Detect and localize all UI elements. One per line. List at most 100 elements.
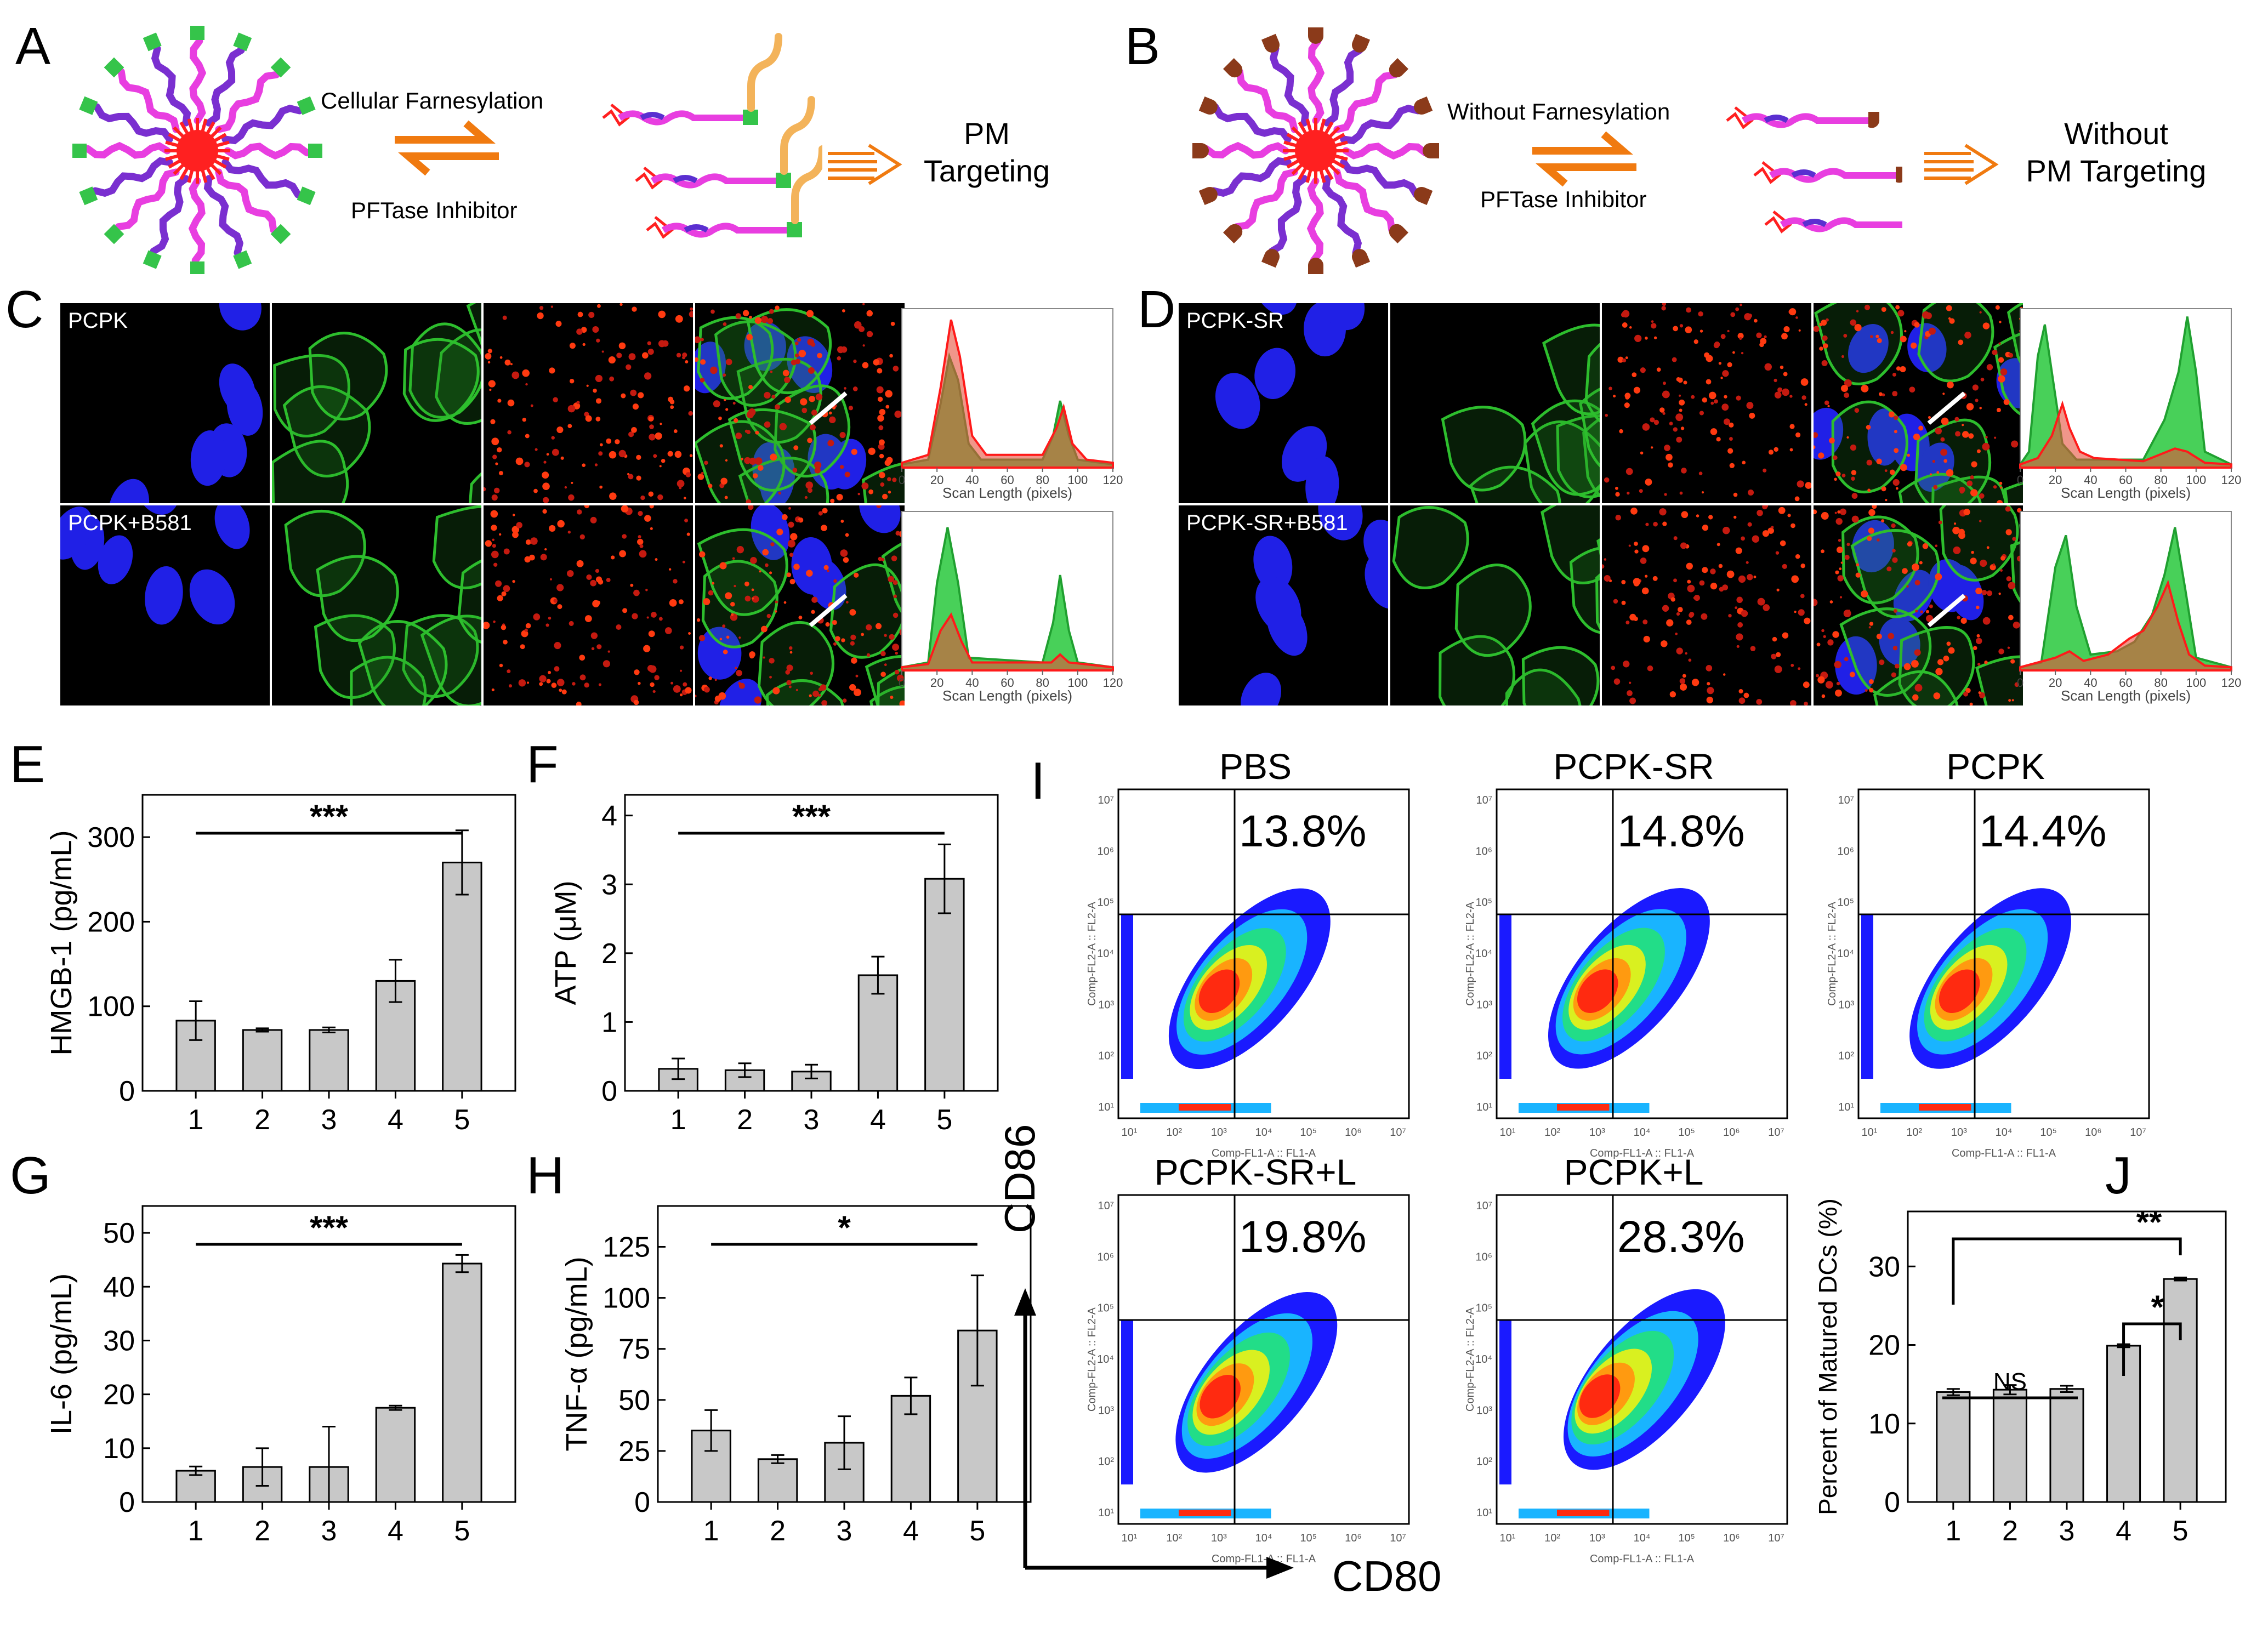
terminal-group bbox=[1308, 258, 1323, 274]
cell-membrane bbox=[357, 620, 448, 705]
red-puncta bbox=[840, 549, 848, 557]
panel-label-g: G bbox=[10, 1146, 51, 1205]
axis-event-band bbox=[1499, 914, 1511, 1079]
polymer-chain bbox=[1323, 47, 1363, 127]
red-puncta bbox=[1822, 335, 1828, 341]
red-puncta bbox=[1774, 378, 1777, 383]
red-puncta bbox=[557, 604, 562, 610]
red-puncta bbox=[754, 317, 762, 324]
red-puncta bbox=[1946, 305, 1952, 311]
terminal-group bbox=[1414, 96, 1433, 115]
red-puncta bbox=[1952, 526, 1960, 534]
flow-y-tick: 10⁷ bbox=[1098, 794, 1114, 806]
red-puncta bbox=[696, 618, 701, 622]
red-puncta bbox=[2006, 576, 2011, 582]
nucleus bbox=[1305, 456, 1339, 503]
red-puncta bbox=[1841, 474, 1846, 477]
red-puncta bbox=[1868, 679, 1874, 684]
red-puncta bbox=[1679, 678, 1686, 684]
red-puncta bbox=[1982, 322, 1990, 329]
red-puncta bbox=[1625, 468, 1633, 475]
red-puncta bbox=[576, 401, 580, 405]
red-puncta bbox=[485, 352, 492, 360]
red-puncta bbox=[1756, 332, 1762, 338]
scheme-b-result: Without PM Targeting bbox=[2026, 116, 2207, 188]
y-tick-label: 200 bbox=[87, 906, 135, 938]
red-puncta bbox=[2012, 537, 2016, 541]
red-puncta bbox=[740, 457, 743, 460]
red-puncta bbox=[616, 624, 622, 630]
bar bbox=[2163, 1278, 2198, 1503]
polymer-chain bbox=[1210, 157, 1292, 197]
red-puncta bbox=[584, 615, 592, 622]
scheme-b-bottom-text: PFTase Inhibitor bbox=[1480, 186, 1647, 212]
red-puncta bbox=[821, 700, 827, 705]
red-puncta bbox=[1869, 688, 1874, 693]
flow-y-tick: 10² bbox=[1838, 1050, 1854, 1062]
terminal-group bbox=[1351, 33, 1371, 53]
flow-x-tick: 10⁷ bbox=[1390, 1126, 1406, 1139]
equilibrium-arrow-b-icon bbox=[1532, 131, 1636, 187]
cysteine-end bbox=[308, 144, 322, 158]
y-tick-label: 0 bbox=[119, 1076, 135, 1107]
micrograph-merge bbox=[695, 303, 905, 503]
red-puncta bbox=[551, 436, 555, 440]
y-tick-label: 0 bbox=[1884, 1487, 1900, 1518]
red-puncta bbox=[639, 550, 647, 558]
red-puncta bbox=[520, 644, 525, 650]
micrograph-label: PCPK bbox=[68, 309, 128, 333]
nucleus bbox=[226, 380, 263, 436]
red-puncta bbox=[730, 602, 735, 607]
red-puncta bbox=[1737, 333, 1744, 339]
scheme-a-top-text: Cellular Farnesylation bbox=[321, 88, 544, 113]
red-puncta bbox=[542, 482, 550, 490]
red-puncta bbox=[1976, 605, 1980, 610]
red-puncta bbox=[1909, 386, 1915, 393]
red-puncta bbox=[1679, 399, 1685, 406]
micrograph-label: PCPK-SR bbox=[1186, 309, 1284, 333]
red-puncta bbox=[546, 453, 549, 456]
flow-density-plot: 10¹ 10¹ 10² 10² 10³ 10³ 10⁴ 10⁴ 10⁵ 10⁵ 10⁶ 10⁶ 10⁷ 1… bbox=[1464, 788, 1788, 1159]
flow-x-tick: 10² bbox=[1166, 1532, 1182, 1544]
red-puncta bbox=[1685, 326, 1692, 334]
red-puncta bbox=[1642, 423, 1650, 431]
red-puncta bbox=[1827, 639, 1834, 646]
red-puncta bbox=[1841, 355, 1844, 358]
red-puncta bbox=[1885, 499, 1888, 502]
red-puncta bbox=[599, 443, 603, 447]
red-puncta bbox=[877, 396, 883, 402]
red-puncta bbox=[1651, 323, 1657, 329]
red-puncta bbox=[822, 508, 828, 514]
red-puncta bbox=[778, 491, 781, 495]
red-puncta bbox=[884, 634, 887, 637]
nucleus bbox=[219, 303, 262, 331]
red-puncta bbox=[725, 359, 732, 366]
flow-x-tick: 10² bbox=[1906, 1126, 1922, 1139]
red-puncta bbox=[685, 687, 692, 694]
red-puncta bbox=[1735, 547, 1742, 554]
red-puncta bbox=[642, 352, 649, 359]
micrograph-membrane bbox=[1390, 303, 1600, 503]
red-puncta bbox=[1670, 597, 1675, 602]
red-puncta bbox=[645, 589, 648, 591]
red-puncta bbox=[598, 579, 604, 585]
red-puncta bbox=[630, 389, 637, 396]
bar-chart-e-hmgb1: 0 100 200 300 1 2 3 4 5 HMGB-1 (pg/mL) *** bbox=[45, 794, 516, 1136]
red-puncta bbox=[522, 418, 526, 422]
red-puncta bbox=[1998, 648, 2004, 655]
red-puncta bbox=[1975, 638, 1982, 645]
red-puncta bbox=[889, 634, 895, 640]
red-puncta bbox=[1683, 380, 1687, 385]
micrograph-membrane bbox=[272, 505, 481, 705]
red-puncta bbox=[1604, 575, 1611, 582]
red-puncta bbox=[826, 570, 829, 572]
red-puncta bbox=[1837, 575, 1844, 582]
red-puncta bbox=[1676, 436, 1682, 443]
red-puncta bbox=[1819, 346, 1823, 351]
cysteine-end bbox=[104, 224, 124, 244]
red-puncta bbox=[638, 392, 644, 399]
red-puncta bbox=[1932, 459, 1936, 463]
red-puncta bbox=[1893, 609, 1897, 613]
red-puncta bbox=[1652, 576, 1658, 581]
